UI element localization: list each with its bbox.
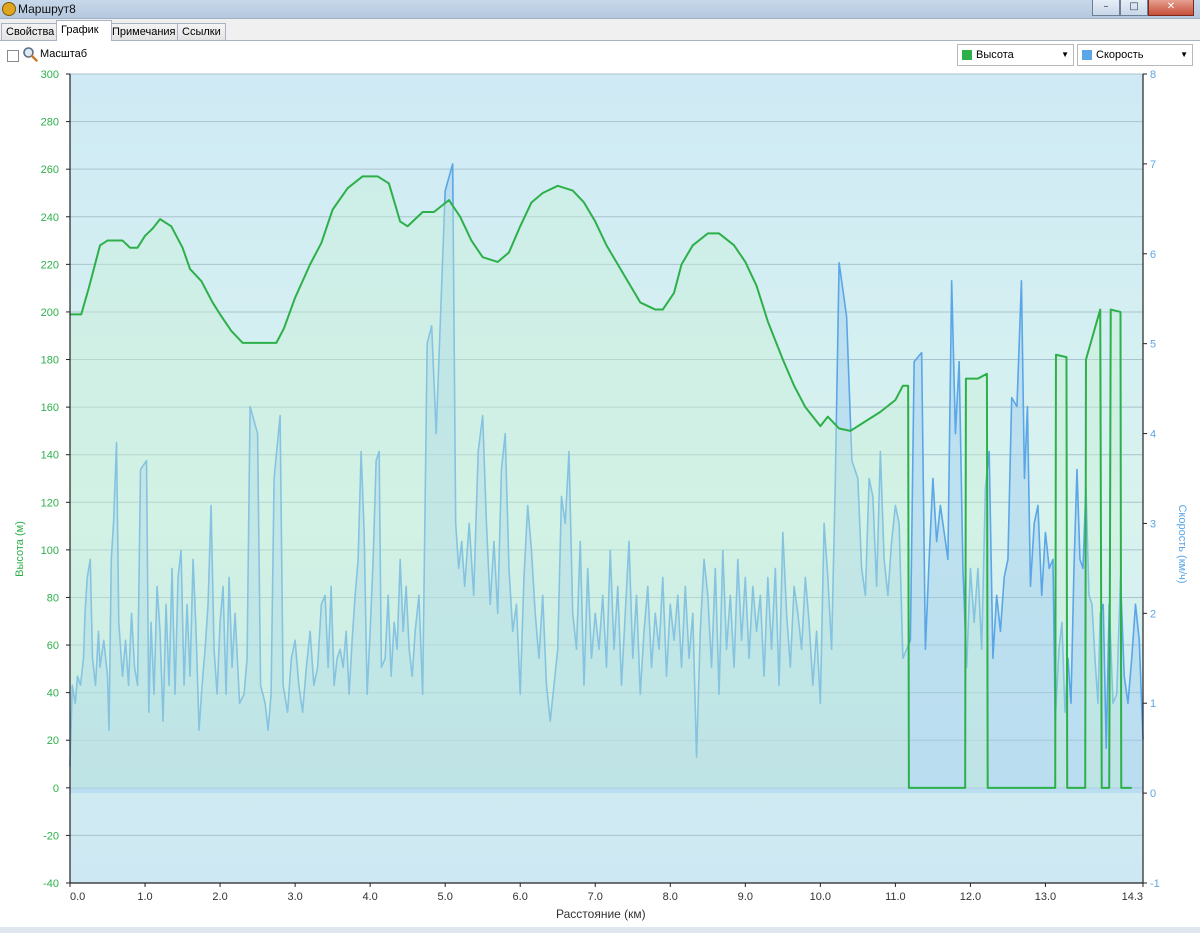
- x-tick-label: 14.3: [1122, 891, 1143, 903]
- left-tick-label: 240: [41, 212, 59, 224]
- x-tick-label: 4.0: [362, 891, 377, 903]
- left-tick-label: 140: [41, 450, 59, 462]
- right-tick-label: 2: [1150, 608, 1156, 620]
- right-axis-label: Скорость (км/ч): [1176, 504, 1188, 583]
- elevation-series: [70, 175, 1132, 789]
- left-tick-label: 80: [47, 592, 59, 604]
- zoom-label: Масштаб: [40, 48, 88, 60]
- elevation-speed-chart[interactable]: -40-200204060801001201401601802002202402…: [0, 69, 1200, 927]
- x-tick-label: 7.0: [588, 891, 603, 903]
- zoom-checkbox[interactable]: [7, 50, 19, 62]
- tab-properties[interactable]: Свойства: [1, 23, 60, 40]
- speed-line: [69, 163, 1144, 767]
- left-tick-label: 20: [47, 735, 59, 747]
- elevation-area: [70, 176, 1132, 788]
- x-tick-label: 10.0: [810, 891, 831, 903]
- axes: [69, 74, 1144, 884]
- chevron-down-icon: ▼: [1061, 50, 1069, 59]
- right-tick-label: 7: [1150, 159, 1156, 171]
- right-tick-label: 5: [1150, 339, 1156, 351]
- x-axis-label: Расстояние (км): [556, 907, 646, 921]
- right-tick-label: 8: [1150, 69, 1156, 81]
- tab-links[interactable]: Ссылки: [177, 23, 226, 40]
- window-title: Маршрут8: [18, 2, 76, 16]
- status-strip: [0, 927, 1200, 933]
- x-axis-ticks: 0.0 1.0 2.0 3.0 4.0 5.0 6.0 7.0 8.0 9.0 10.0 11.0 12…: [69, 883, 1144, 903]
- left-tick-label: -40: [43, 878, 59, 890]
- right-series-swatch: [1082, 50, 1092, 60]
- x-tick-label: 13.0: [1035, 891, 1056, 903]
- chevron-down-icon: ▼: [1180, 50, 1188, 59]
- minimize-button[interactable]: –: [1092, 0, 1120, 16]
- left-axis-ticks: -40 -20 0 20 40 60 80 100 120 140 160 180 200 220 240 2…: [41, 69, 70, 890]
- right-tick-label: 4: [1150, 429, 1156, 441]
- left-tick-label: 300: [41, 69, 59, 81]
- maximize-button[interactable]: □: [1120, 0, 1148, 16]
- right-tick-label: -1: [1150, 878, 1160, 890]
- x-tick-label: 11.0: [885, 891, 906, 903]
- app-icon: [2, 2, 16, 16]
- x-tick-label: 9.0: [738, 891, 753, 903]
- tab-notes[interactable]: Примечания: [107, 23, 183, 40]
- left-tick-label: 220: [41, 259, 59, 271]
- tab-bar: Свойства График Примечания Ссылки: [0, 19, 1200, 41]
- left-axis-label: Высота (м): [14, 521, 26, 577]
- x-tick-label: 5.0: [438, 891, 453, 903]
- left-series-swatch: [962, 50, 972, 60]
- left-tick-label: 60: [47, 640, 59, 652]
- x-tick-label: 0.0: [70, 891, 85, 903]
- tab-chart[interactable]: График: [56, 20, 112, 41]
- x-tick-label: 3.0: [287, 891, 302, 903]
- window-controls: – □ ✕: [1092, 0, 1194, 16]
- elevation-line: [70, 175, 1132, 789]
- magnifier-icon: [23, 47, 38, 62]
- right-axis-ticks: -1 0 1 2 3 4 5 6 7 8: [1143, 69, 1160, 890]
- left-axis-select-value: Высота: [976, 49, 1014, 61]
- speed-series: [69, 163, 1144, 794]
- window-titlebar: Маршрут8 – □ ✕: [0, 0, 1200, 19]
- right-tick-label: 6: [1150, 249, 1156, 261]
- x-tick-label: 6.0: [513, 891, 528, 903]
- x-tick-label: 2.0: [212, 891, 227, 903]
- left-tick-label: 180: [41, 355, 59, 367]
- left-tick-label: -20: [43, 830, 59, 842]
- left-tick-label: 100: [41, 545, 59, 557]
- left-tick-label: 0: [53, 783, 59, 795]
- left-tick-label: 260: [41, 164, 59, 176]
- speed-area: [70, 163, 1143, 794]
- right-tick-label: 1: [1150, 698, 1156, 710]
- x-tick-label: 1.0: [137, 891, 152, 903]
- close-button[interactable]: ✕: [1148, 0, 1194, 16]
- left-tick-label: 120: [41, 497, 59, 509]
- right-axis-select-value: Скорость: [1096, 49, 1144, 61]
- right-tick-label: 3: [1150, 518, 1156, 530]
- left-tick-label: 160: [41, 402, 59, 414]
- x-tick-label: 12.0: [960, 891, 981, 903]
- x-tick-label: 8.0: [663, 891, 678, 903]
- left-tick-label: 200: [41, 307, 59, 319]
- left-axis-select[interactable]: Высота ▼: [957, 44, 1074, 66]
- right-axis-select[interactable]: Скорость ▼: [1077, 44, 1193, 66]
- left-tick-label: 280: [41, 117, 59, 129]
- right-tick-label: 0: [1150, 788, 1156, 800]
- left-tick-label: 40: [47, 688, 59, 700]
